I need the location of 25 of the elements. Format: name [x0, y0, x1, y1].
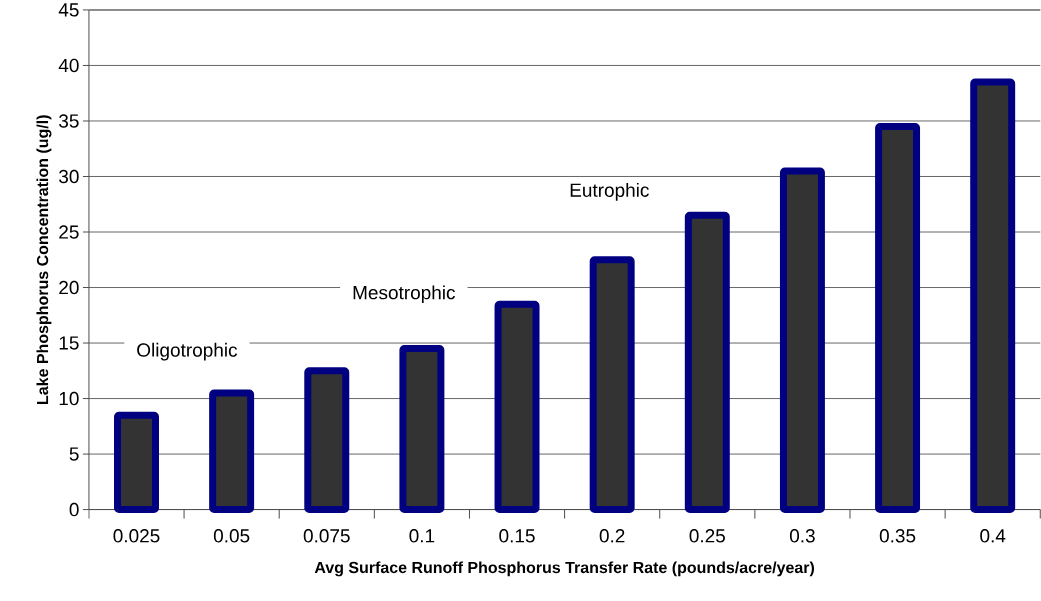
x-tick-label: 0.2 [599, 529, 625, 543]
y-tick-label: 40 [58, 58, 79, 73]
x-tick-label: 0.075 [303, 529, 350, 543]
x-axis-title: Avg Surface Runoff Phosphorus Transfer Rate (pounds/acre/year) [314, 561, 815, 577]
y-tick-label: 30 [59, 170, 79, 184]
annotation: Mesotrophic [353, 285, 456, 304]
annotation: Oligotrophic [137, 343, 238, 361]
x-tick-label: 0.35 [879, 529, 916, 543]
x-tick-label: 0.025 [113, 529, 160, 543]
x-tick-label: 0.25 [689, 529, 725, 543]
y-tick-label: 5 [69, 447, 79, 461]
y-tick-label: 45 [58, 3, 79, 17]
y-axis-title: Lake Phosphorus Concentration (ug/l) [36, 115, 52, 405]
x-tick-label: 0.05 [213, 529, 250, 543]
y-tick-label: 25 [59, 225, 79, 239]
y-tick-label: 15 [59, 336, 79, 350]
x-tick-label: 0.4 [980, 529, 1006, 543]
y-tick-label: 0 [69, 503, 79, 517]
x-tick-label: 0.15 [499, 529, 535, 543]
y-tick-label: 10 [59, 392, 79, 406]
annotation: Eutrophic [570, 183, 649, 201]
y-tick-label: 35 [59, 114, 79, 128]
x-tick-label: 0.1 [409, 529, 435, 543]
x-tick-label: 0.3 [789, 529, 815, 543]
y-tick-label: 20 [59, 281, 79, 295]
